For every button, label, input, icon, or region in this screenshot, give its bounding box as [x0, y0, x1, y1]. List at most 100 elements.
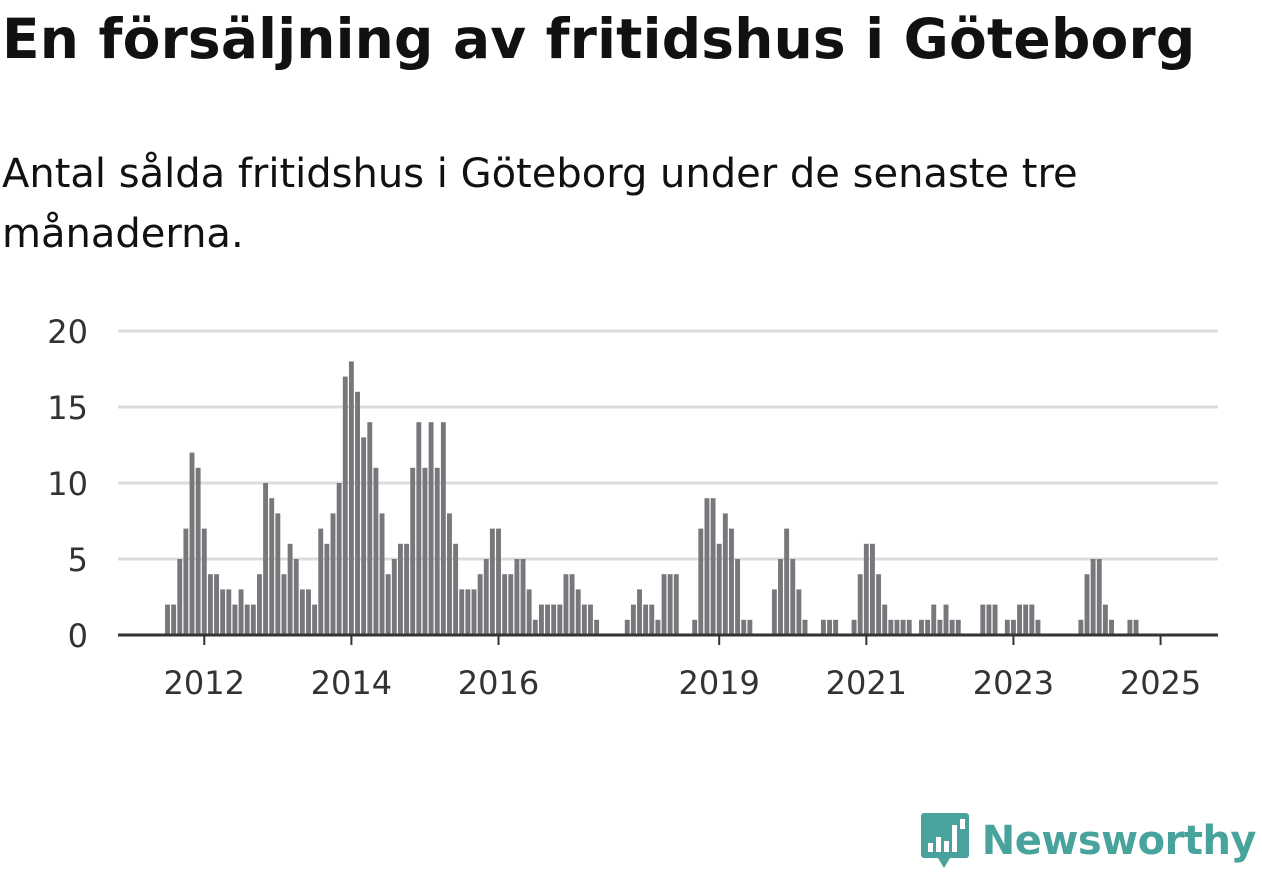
bar: [931, 604, 937, 635]
x-tick-label: 2023: [973, 664, 1054, 702]
bar: [257, 574, 262, 635]
bar: [833, 619, 839, 635]
bar: [477, 574, 483, 635]
bar: [183, 528, 189, 635]
x-tick-label: 2019: [678, 664, 759, 702]
bar: [1035, 619, 1041, 635]
bar: [778, 559, 783, 635]
bar: [232, 604, 238, 635]
bar: [673, 574, 679, 635]
bar: [857, 574, 863, 635]
gridlines: [118, 329, 1218, 561]
bar: [293, 559, 299, 635]
bar: [1090, 559, 1096, 635]
chart-subtitle: Antal sålda fritidshus i Göteborg under …: [2, 151, 1078, 257]
bar: [348, 361, 354, 635]
bar: [747, 619, 753, 635]
bar: [551, 604, 557, 635]
bar: [594, 619, 600, 635]
bar: [888, 619, 894, 635]
bar: [796, 589, 802, 635]
bar: [483, 559, 489, 635]
bar: [250, 604, 256, 635]
bar: [508, 574, 514, 635]
bar: [471, 589, 477, 635]
x-tick-label: 2016: [458, 664, 539, 702]
bar: [1109, 619, 1114, 635]
bar: [373, 467, 379, 635]
bar: [569, 574, 575, 635]
bar: [949, 619, 955, 635]
bar: [894, 619, 900, 635]
bar: [306, 589, 311, 635]
bar: [496, 528, 501, 635]
y-tick-label: 15: [47, 389, 88, 427]
bar: [269, 498, 275, 635]
bar: [1102, 604, 1108, 635]
newsworthy-logo[interactable]: Newsworthy: [920, 809, 1257, 873]
bar: [275, 513, 281, 635]
bar: [342, 376, 348, 635]
x-tick-label: 2014: [311, 664, 392, 702]
bar: [189, 452, 195, 635]
y-tick-label: 5: [68, 541, 88, 579]
bar: [226, 589, 232, 635]
bar: [655, 619, 661, 635]
y-tick-label: 20: [47, 313, 88, 351]
bar: [367, 422, 373, 635]
bar: [397, 543, 403, 635]
bar: [453, 543, 459, 635]
bar: [1023, 604, 1029, 635]
bar: [201, 528, 207, 635]
bar: [434, 467, 440, 635]
highlight-value-label: 1: [1150, 300, 1170, 308]
bar: [318, 528, 324, 635]
y-axis-labels: 0 5 10 15 20: [47, 313, 88, 655]
bar: [937, 619, 943, 635]
bar: [643, 604, 649, 635]
x-axis-ticks: 2012 2014 2016 2019 2021 2023 2025: [164, 635, 1201, 702]
bar: [355, 391, 360, 635]
y-tick-label: 0: [68, 617, 88, 655]
bar: [986, 604, 992, 635]
bar: [876, 574, 882, 635]
bars: [165, 361, 1139, 635]
bar: [729, 528, 734, 635]
bar: [1084, 574, 1090, 635]
bar: [943, 604, 949, 635]
bar: [980, 604, 986, 635]
bar: [538, 604, 544, 635]
bar: [925, 619, 931, 635]
bar: [906, 619, 912, 635]
bar: [1004, 619, 1010, 635]
bar: [992, 604, 998, 635]
bar: [771, 589, 777, 635]
bar: [238, 589, 244, 635]
bar: [312, 604, 318, 635]
bar: [532, 619, 538, 635]
bar: [704, 498, 710, 635]
x-tick-label: 2025: [1120, 664, 1201, 702]
bar: [1017, 604, 1023, 635]
bar: [299, 589, 305, 635]
bar: [244, 604, 250, 635]
bar: [784, 528, 790, 635]
bar: [649, 604, 655, 635]
bar: [410, 467, 416, 635]
bar: [741, 619, 747, 635]
bar: [820, 619, 826, 635]
bar: [1096, 559, 1102, 635]
bar: [465, 589, 471, 635]
bar: [520, 559, 526, 635]
bar: [563, 574, 569, 635]
bar: [214, 574, 219, 635]
bar: [1127, 619, 1133, 635]
bar: [716, 543, 722, 635]
bar: [667, 574, 673, 635]
bar: [195, 467, 201, 635]
brand-name: Newsworthy: [981, 818, 1257, 864]
bar: [336, 483, 342, 635]
bar: [447, 513, 452, 635]
bar: [440, 422, 446, 635]
bar: [385, 574, 391, 635]
